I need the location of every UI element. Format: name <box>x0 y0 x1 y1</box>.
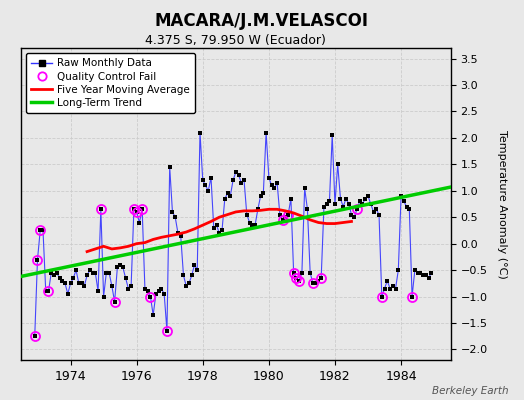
Text: MACARA/J.M.VELASCOI: MACARA/J.M.VELASCOI <box>155 12 369 30</box>
Title: 4.375 S, 79.950 W (Ecuador): 4.375 S, 79.950 W (Ecuador) <box>145 34 326 47</box>
Y-axis label: Temperature Anomaly (°C): Temperature Anomaly (°C) <box>497 130 507 278</box>
Text: Berkeley Earth: Berkeley Earth <box>432 386 508 396</box>
Legend: Raw Monthly Data, Quality Control Fail, Five Year Moving Average, Long-Term Tren: Raw Monthly Data, Quality Control Fail, … <box>26 53 195 113</box>
